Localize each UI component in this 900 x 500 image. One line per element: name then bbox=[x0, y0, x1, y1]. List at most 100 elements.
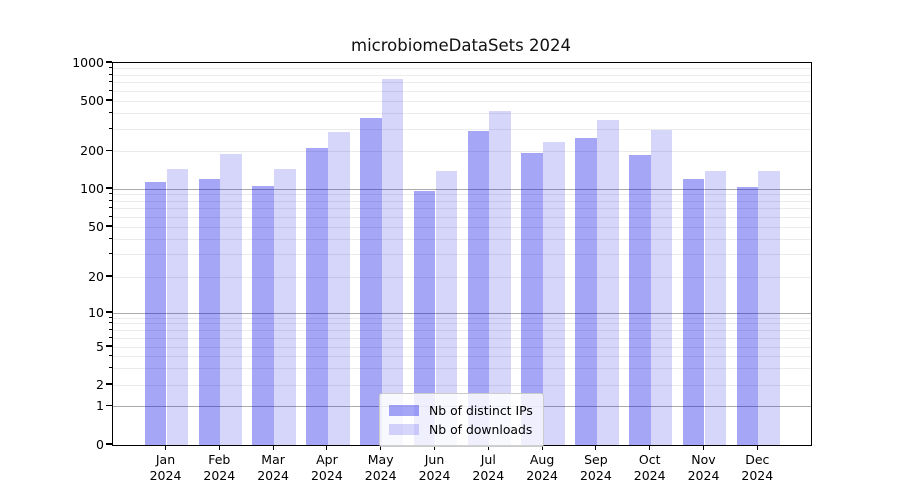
x-tick-mark-jun bbox=[433, 445, 436, 450]
bar-apr-distinct-ips bbox=[306, 148, 328, 445]
bar-jun-downloads bbox=[435, 171, 458, 445]
bar-apr-downloads bbox=[327, 131, 350, 445]
gridline-400 bbox=[113, 112, 811, 114]
gridline-200 bbox=[113, 151, 811, 152]
bar-sep-distinct-ips bbox=[575, 137, 597, 445]
y-minor-tick-mark-9 bbox=[109, 316, 112, 318]
y-tick-label-200: 200 bbox=[80, 143, 104, 158]
gridline-90 bbox=[113, 194, 811, 196]
y-minor-tick-mark-7 bbox=[109, 328, 112, 330]
y-tick-mark-5 bbox=[106, 345, 112, 347]
gridline-6 bbox=[113, 337, 811, 339]
gridline-3 bbox=[113, 367, 811, 369]
x-tick-label-apr: Apr 2024 bbox=[310, 452, 343, 483]
x-tick-mark-dec bbox=[756, 445, 758, 450]
x-tick-label-may: May 2024 bbox=[364, 452, 397, 483]
y-tick-label-500: 500 bbox=[80, 92, 104, 108]
bar-oct-downloads bbox=[650, 130, 673, 445]
y-tick-mark-100 bbox=[106, 187, 112, 189]
x-tick-label-jun: Jun 2024 bbox=[418, 452, 451, 483]
y-tick-mark-1000 bbox=[106, 61, 112, 63]
y-minor-tick-mark-800 bbox=[109, 73, 112, 75]
y-tick-mark-200 bbox=[106, 149, 112, 152]
gridline-900 bbox=[113, 68, 811, 70]
x-tick-mark-may bbox=[380, 445, 382, 450]
plot-area: Nb of distinct IPs Nb of downloads bbox=[112, 62, 812, 447]
y-tick-mark-1 bbox=[106, 404, 112, 407]
y-tick-label-0: 0 bbox=[96, 436, 104, 452]
bar-dec-downloads bbox=[758, 171, 780, 445]
x-tick-mark-apr bbox=[326, 445, 328, 450]
y-tick-label-10: 10 bbox=[88, 304, 104, 320]
legend-item-downloads: Nb of downloads bbox=[389, 420, 533, 439]
x-tick-mark-aug bbox=[541, 445, 543, 450]
bar-nov-distinct-ips bbox=[682, 178, 705, 445]
y-minor-tick-mark-900 bbox=[109, 67, 112, 69]
y-minor-tick-mark-90 bbox=[109, 193, 112, 195]
y-tick-label-100: 100 bbox=[80, 180, 104, 196]
y-tick-mark-20 bbox=[106, 275, 112, 277]
gridline-600 bbox=[113, 90, 811, 92]
bar-jul-downloads bbox=[489, 110, 511, 445]
x-tick-mark-oct bbox=[649, 445, 651, 450]
y-tick-label-50: 50 bbox=[88, 218, 104, 234]
chart-title: microbiomeDataSets 2024 bbox=[351, 36, 571, 55]
y-minor-tick-mark-4 bbox=[109, 354, 112, 356]
y-tick-label-5: 5 bbox=[96, 338, 104, 354]
x-tick-label-oct: Oct 2024 bbox=[633, 452, 666, 483]
legend-item-distinct-ips: Nb of distinct IPs bbox=[389, 401, 533, 420]
gridline-2 bbox=[113, 384, 811, 386]
bar-may-distinct-ips bbox=[360, 118, 382, 445]
y-tick-label-1000: 1000 bbox=[72, 54, 104, 70]
y-tick-label-1: 1 bbox=[96, 398, 104, 413]
gridline-700 bbox=[113, 82, 811, 84]
gridline-800 bbox=[113, 74, 811, 76]
y-tick-mark-10 bbox=[106, 311, 112, 313]
y-minor-tick-mark-60 bbox=[109, 215, 112, 217]
x-tick-label-dec: Dec 2024 bbox=[741, 452, 774, 483]
gridline-10 bbox=[113, 312, 811, 314]
y-minor-tick-mark-3 bbox=[109, 366, 112, 368]
bar-aug-distinct-ips bbox=[521, 153, 544, 445]
y-tick-mark-2 bbox=[106, 383, 112, 385]
gridline-9 bbox=[113, 317, 811, 319]
bar-mar-downloads bbox=[274, 169, 296, 445]
legend-label-downloads: Nb of downloads bbox=[429, 422, 533, 437]
x-tick-mark-sep bbox=[595, 445, 597, 450]
x-tick-label-mar: Mar 2024 bbox=[257, 452, 289, 483]
y-minor-tick-mark-600 bbox=[109, 89, 112, 91]
gridline-20 bbox=[113, 276, 811, 278]
y-minor-tick-mark-6 bbox=[109, 336, 112, 338]
y-tick-mark-0 bbox=[106, 443, 112, 445]
gridline-5 bbox=[113, 346, 811, 348]
bar-may-downloads bbox=[381, 78, 404, 445]
y-tick-label-2: 2 bbox=[96, 376, 104, 392]
gridline-60 bbox=[113, 216, 811, 218]
bar-jul-distinct-ips bbox=[467, 130, 490, 445]
legend-swatch-downloads bbox=[389, 424, 419, 435]
gridline-30 bbox=[113, 254, 811, 256]
y-minor-tick-mark-40 bbox=[109, 237, 112, 239]
bar-feb-downloads bbox=[220, 154, 242, 445]
y-minor-tick-mark-8 bbox=[109, 322, 112, 324]
y-tick-mark-50 bbox=[106, 225, 112, 227]
y-tick-mark-500 bbox=[106, 99, 112, 101]
gridline-500 bbox=[113, 100, 811, 102]
x-tick-label-sep: Sep 2024 bbox=[579, 452, 612, 483]
legend-swatch-distinct-ips bbox=[389, 405, 419, 416]
legend: Nb of distinct IPs Nb of downloads bbox=[379, 393, 544, 447]
y-minor-tick-mark-400 bbox=[109, 111, 112, 113]
y-minor-tick-mark-80 bbox=[109, 199, 112, 201]
x-tick-label-jul: Jul 2024 bbox=[472, 452, 505, 483]
legend-label-distinct-ips: Nb of distinct IPs bbox=[429, 403, 533, 418]
bar-jan-distinct-ips bbox=[144, 182, 167, 445]
bar-jan-downloads bbox=[166, 168, 189, 445]
y-minor-tick-mark-300 bbox=[109, 127, 112, 129]
bar-sep-downloads bbox=[596, 119, 619, 445]
x-tick-mark-mar bbox=[272, 445, 274, 450]
gridline-80 bbox=[113, 200, 811, 202]
bar-feb-distinct-ips bbox=[198, 179, 221, 445]
gridline-50 bbox=[113, 226, 811, 228]
y-minor-tick-mark-700 bbox=[109, 81, 112, 83]
